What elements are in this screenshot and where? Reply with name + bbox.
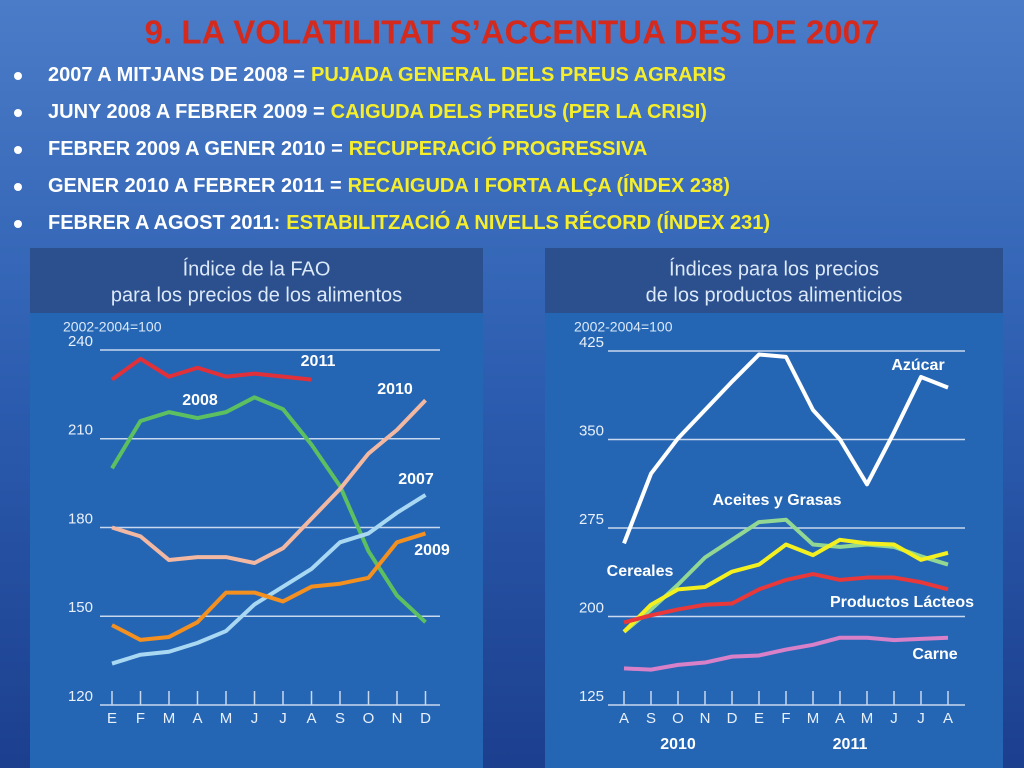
bullet-dot [14, 109, 22, 117]
bullet: FEBRER 2009 A GENER 2010 = RECUPERACIÓ PR… [48, 136, 647, 160]
x-tick-label: J [890, 710, 898, 727]
series-label: Cereales [607, 563, 674, 580]
bullet-dot [14, 72, 22, 80]
series-line [623, 572, 949, 625]
chart-title: de los productos alimenticios [646, 284, 903, 306]
x-tick-label: N [392, 710, 403, 727]
chart-title: para los precios de los alimentos [111, 284, 402, 306]
chart-title: Índices para los precios [669, 257, 879, 280]
series-line [111, 531, 427, 642]
series-label: Productos Lácteos [830, 594, 974, 611]
y-tick-label: 210 [68, 422, 93, 439]
series-label: 2008 [182, 392, 218, 409]
bullet-highlight: RECUPERACIÓ PROGRESSIVA [349, 136, 648, 160]
bullet-highlight: RECAIGUDA I FORTA ALÇA (ÍNDEX 238) [348, 174, 730, 197]
bullet-lead: FEBRER A AGOST 2011: [48, 212, 280, 234]
x-tick-label: J [279, 710, 287, 727]
bullet-highlight: PUJADA GENERAL DELS PREUS AGRARIS [311, 64, 726, 86]
x-tick-label: A [192, 710, 202, 727]
bullet: JUNY 2008 A FEBRER 2009 = CAIGUDA DELS PR… [48, 101, 707, 123]
bullet-dot [14, 146, 22, 154]
series-line [110, 395, 427, 624]
x-tick-label: F [781, 710, 790, 727]
bullet: FEBRER A AGOST 2011: ESTABILITZACIÓ A NIV… [48, 210, 770, 234]
x-tick-label: M [861, 710, 874, 727]
bullet-dot [14, 220, 22, 228]
series-line [111, 398, 427, 565]
unit-note: 2002-2004=100 [63, 319, 162, 335]
series-label: 2009 [414, 542, 450, 559]
x-tick-label: M [163, 710, 176, 727]
bullets: 2007 A MITJANS DE 2008 = PUJADA GENERAL D… [14, 64, 770, 234]
series-label: Azúcar [891, 357, 944, 374]
bullet: GENER 2010 A FEBRER 2011 = RECAIGUDA I FO… [48, 174, 730, 197]
x-tick-label: F [136, 710, 145, 727]
x-group-label: 2011 [833, 736, 868, 753]
bullet-lead: 2007 A MITJANS DE 2008 = [48, 64, 305, 86]
series-line [622, 352, 949, 545]
bullet-lead: FEBRER 2009 A GENER 2010 = [48, 138, 343, 160]
x-tick-label: N [700, 710, 711, 727]
panel [545, 248, 1003, 768]
series-label: Aceites y Grasas [713, 492, 842, 509]
y-tick-label: 200 [579, 599, 604, 616]
y-tick-label: 120 [68, 688, 93, 705]
series-line [622, 537, 949, 634]
x-tick-label: O [672, 710, 684, 727]
x-tick-label: A [306, 710, 316, 727]
x-tick-label: M [220, 710, 233, 727]
chart-title: Índice de la FAO [183, 257, 331, 280]
bullet-highlight: ESTABILITZACIÓ A NIVELLS RÉCORD (ÍNDEX 2… [286, 210, 770, 234]
bullet-lead: GENER 2010 A FEBRER 2011 = [48, 175, 342, 197]
unit-note: 2002-2004=100 [574, 319, 673, 335]
panel-header [545, 248, 1003, 313]
x-tick-label: E [107, 710, 117, 727]
x-tick-label: S [335, 710, 345, 727]
panel-header [30, 248, 483, 313]
y-tick-label: 240 [68, 333, 93, 350]
y-tick-label: 150 [68, 599, 93, 616]
x-tick-label: J [917, 710, 925, 727]
x-tick-label: A [835, 710, 845, 727]
bullet-lead: JUNY 2008 A FEBRER 2009 = [48, 101, 325, 123]
x-tick-label: O [363, 710, 375, 727]
x-group-label: 2010 [660, 736, 696, 753]
chart-right: Índices para los precios de los productos… [545, 248, 1003, 768]
chart-left: Índice de la FAO para los precios de los … [30, 248, 483, 768]
series-line [622, 517, 949, 634]
bullet-dot [14, 183, 22, 191]
series-line [110, 356, 312, 382]
series-label: Carne [912, 646, 957, 663]
bullet-highlight: CAIGUDA DELS PREUS (PER LA CRISI) [331, 101, 707, 123]
y-tick-label: 180 [68, 510, 93, 527]
series-label: 2007 [398, 471, 434, 488]
y-tick-label: 425 [579, 334, 604, 351]
x-tick-label: A [943, 710, 953, 727]
slide-title: 9. LA VOLATILITAT S’ACCENTUA DES DE 2007 [145, 14, 880, 51]
bullet: 2007 A MITJANS DE 2008 = PUJADA GENERAL D… [48, 64, 726, 86]
x-tick-label: J [251, 710, 259, 727]
x-tick-label: D [420, 710, 431, 727]
y-tick-label: 350 [579, 422, 604, 439]
series-label: 2011 [301, 353, 336, 370]
y-tick-label: 275 [579, 511, 604, 528]
x-tick-label: E [754, 710, 764, 727]
x-tick-label: S [646, 710, 656, 727]
x-tick-label: M [807, 710, 820, 727]
series-label: 2010 [377, 381, 413, 398]
series-line [623, 635, 949, 672]
x-tick-label: A [619, 710, 629, 727]
x-tick-label: D [727, 710, 738, 727]
y-tick-label: 125 [579, 688, 604, 705]
